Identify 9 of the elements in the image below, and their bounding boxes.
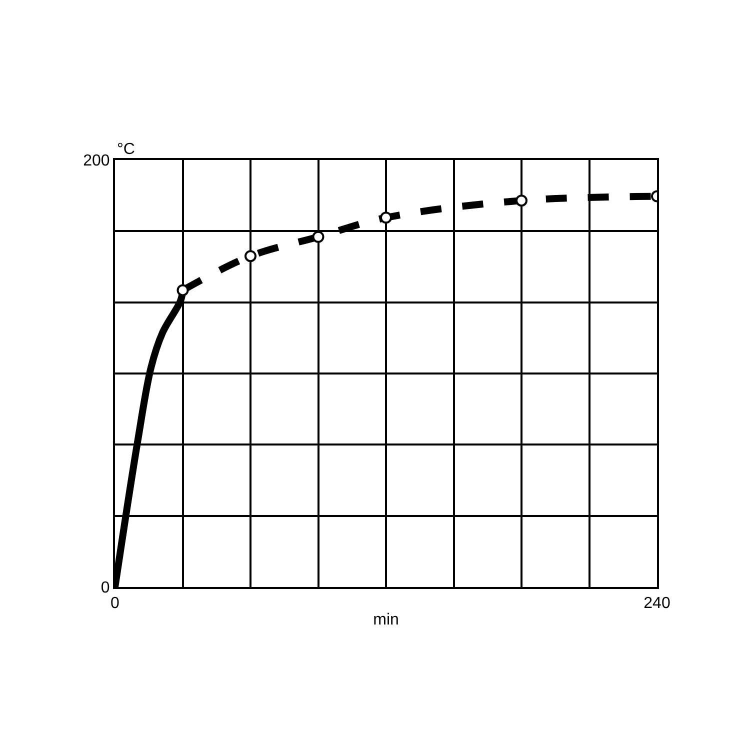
point — [380, 212, 392, 224]
point — [312, 230, 324, 243]
x-axis-title: min — [373, 611, 399, 628]
point — [244, 250, 256, 262]
point — [176, 284, 189, 296]
y-tick-label: 200 — [83, 152, 110, 170]
point — [516, 194, 528, 207]
x-tick-label: 240 — [644, 595, 670, 612]
y-axis-title: °C — [117, 141, 135, 158]
